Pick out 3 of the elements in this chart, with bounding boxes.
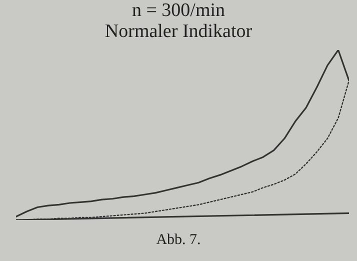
chart-title: n = 300/min [130, 0, 226, 21]
caption: Abb. 7. [155, 232, 202, 249]
chart-subtitle: Normaler Indikator [104, 21, 254, 42]
